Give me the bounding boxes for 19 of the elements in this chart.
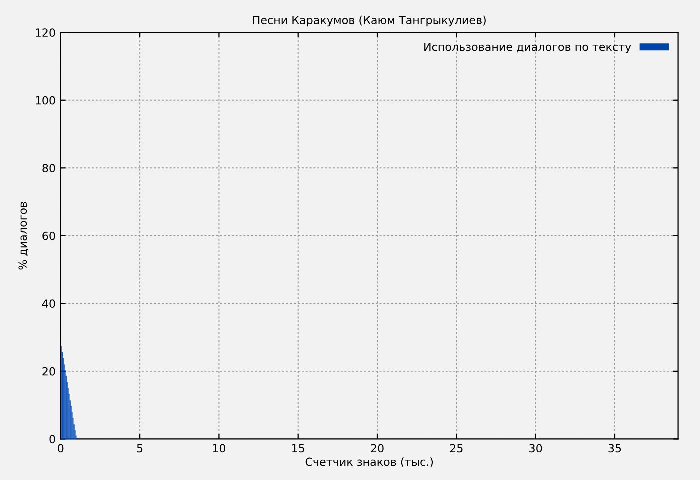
y-axis-title: % диалогов [18, 202, 28, 270]
x-tick-label: 10 [213, 444, 226, 453]
y-tick-label: 0 [50, 435, 56, 444]
y-tick-label: 80 [42, 164, 56, 173]
x-axis-title: Счетчик знаков (тыс.) [306, 458, 434, 468]
chart-title: Песни Каракумов (Каюм Тангрыкулиев) [253, 16, 486, 27]
x-tick-label: 20 [371, 444, 384, 453]
legend-label: Использование диалогов по тексту [424, 42, 632, 54]
x-tick-label: 25 [450, 444, 463, 453]
y-tick-label: 40 [42, 300, 56, 308]
x-tick-label: 0 [58, 444, 64, 453]
x-tick-label: 30 [530, 444, 542, 453]
x-tick-label: 15 [292, 444, 304, 453]
y-tick-label: 120 [36, 28, 56, 38]
y-tick-label: 60 [42, 232, 56, 240]
y-tick-label: 100 [36, 96, 56, 105]
x-tick-label: 5 [137, 444, 143, 453]
y-tick-label: 20 [42, 367, 56, 376]
x-tick-label: 35 [608, 444, 622, 453]
